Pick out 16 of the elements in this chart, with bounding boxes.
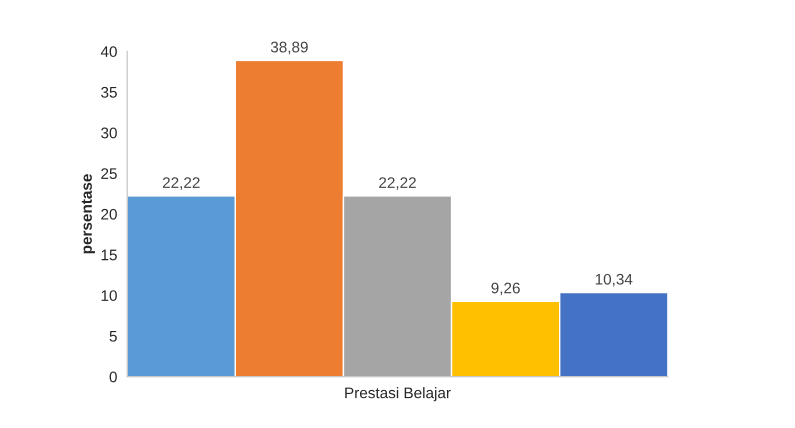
y-tick-label: 5 (110, 331, 117, 342)
y-tick-label: 30 (101, 128, 117, 138)
y-tick-label: 10 (102, 290, 117, 302)
y-tick-label: 20 (101, 208, 117, 220)
y-axis-title: persentase (82, 174, 95, 254)
y-tick-label: 0 (110, 372, 117, 382)
x-axis-title: Prestasi Belajar (345, 387, 451, 402)
data-label: 38,89 (270, 42, 308, 54)
data-label: 9,26 (491, 282, 520, 296)
y-tick-label: 40 (100, 46, 117, 58)
y-tick-label: 35 (101, 86, 117, 98)
data-label: 22,22 (162, 177, 200, 190)
y-tick-label: 25 (101, 168, 117, 180)
data-label: 22,22 (379, 177, 416, 190)
data-label: 10,34 (596, 274, 632, 286)
y-tick-label: 15 (102, 250, 117, 260)
